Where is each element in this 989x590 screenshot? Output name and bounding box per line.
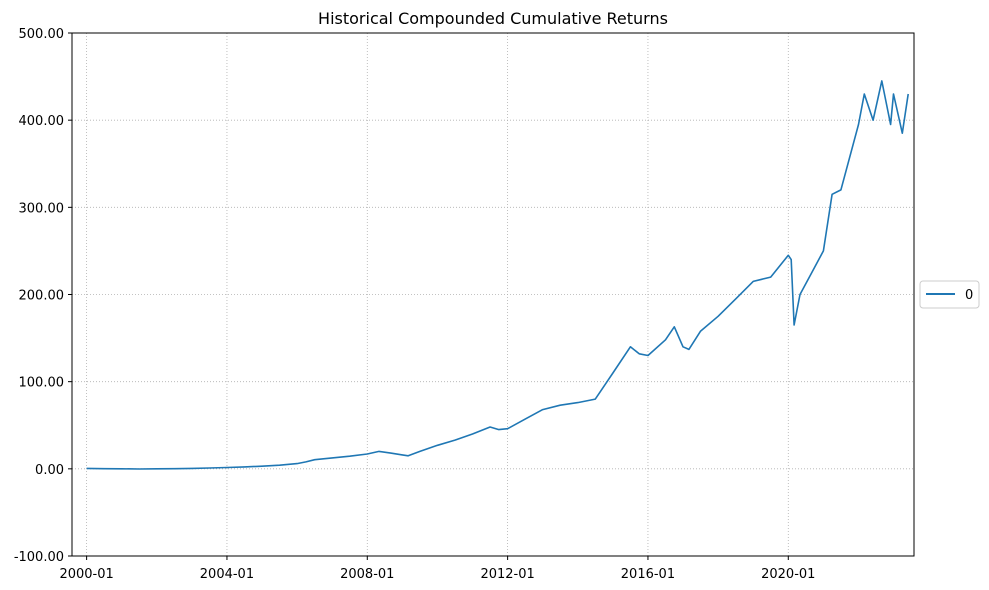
x-tick-label: 2008-01 — [340, 567, 394, 582]
x-tick-label: 2000-01 — [59, 567, 113, 582]
y-tick-label: 100.00 — [19, 376, 65, 391]
y-tick-label: -100.00 — [14, 550, 64, 565]
x-tick-label: 2012-01 — [480, 567, 534, 582]
grid-lines — [72, 32, 914, 557]
series-line — [86, 80, 909, 470]
x-tick-label: 2004-01 — [200, 567, 254, 582]
axis-ticks: 2000-01 2004-01 2008-01 2012-01 2016-01 2020-… — [14, 27, 816, 582]
y-tick-label: 400.00 — [19, 114, 65, 129]
x-tick-label: 2020-01 — [761, 567, 815, 582]
y-tick-label: 500.00 — [19, 27, 65, 42]
legend-label: 0 — [965, 288, 973, 303]
y-tick-label: 200.00 — [19, 289, 65, 304]
y-tick-label: 0.00 — [35, 463, 64, 478]
chart-title: Historical Compounded Cumulative Returns — [318, 9, 668, 28]
legend: 0 — [919, 280, 980, 309]
y-tick-label: 300.00 — [19, 201, 65, 216]
series-layer — [86, 80, 909, 470]
x-tick-label: 2016-01 — [621, 567, 675, 582]
